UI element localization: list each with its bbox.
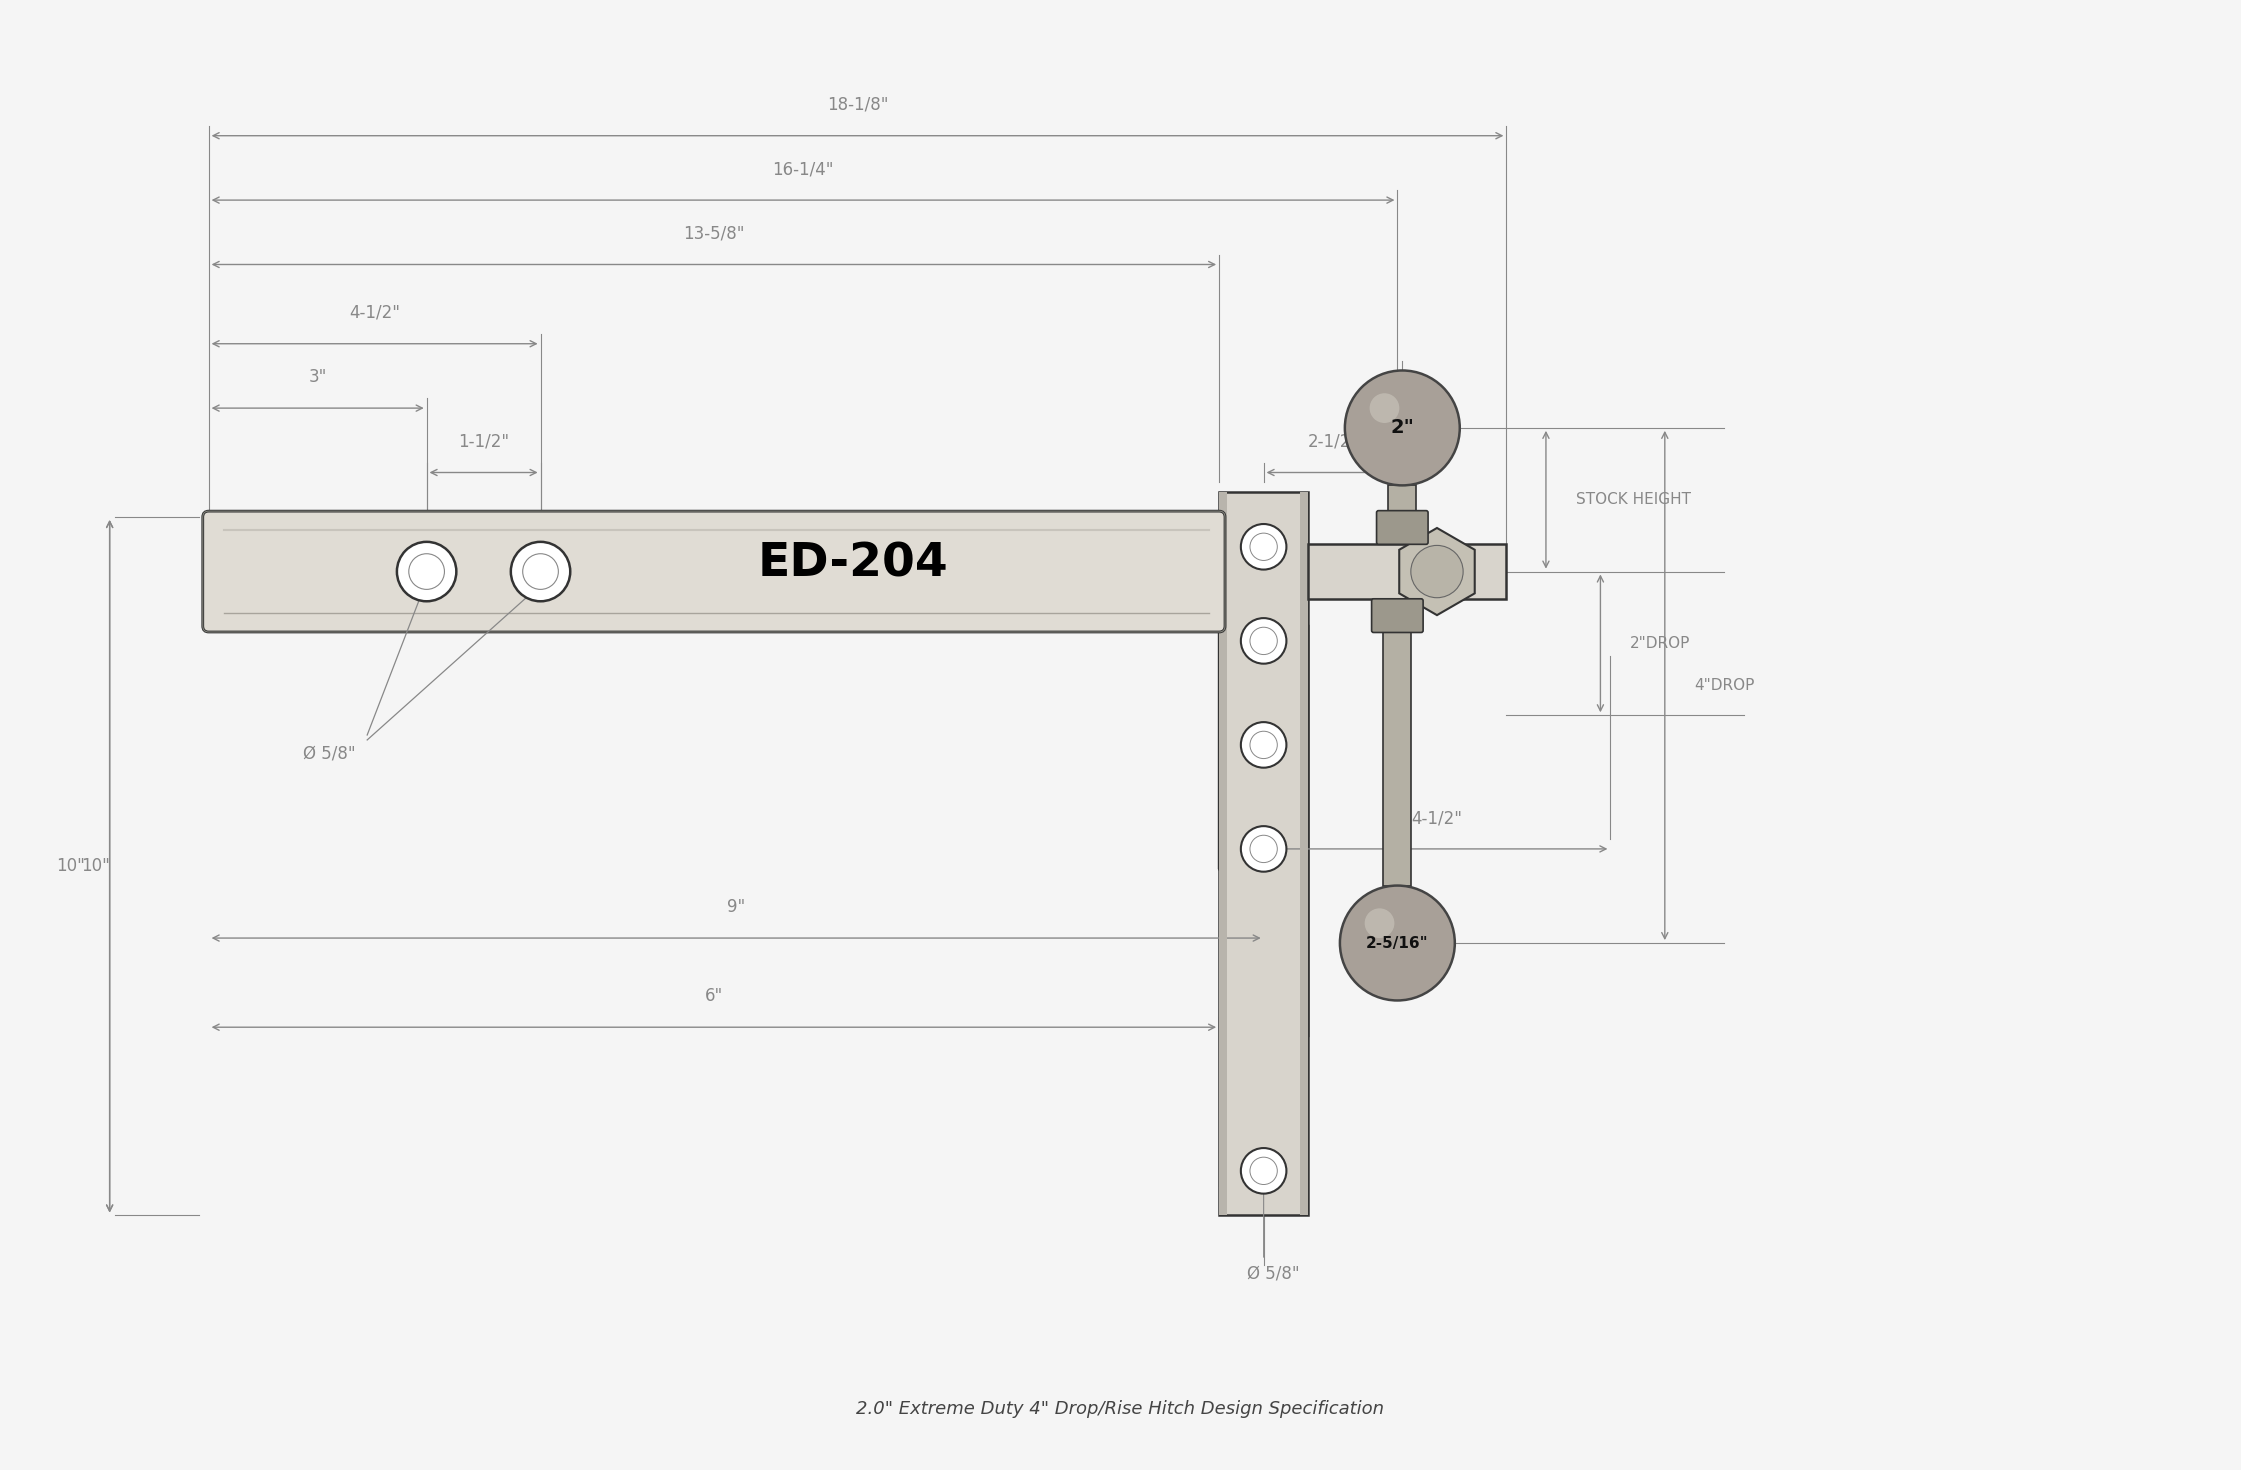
Circle shape: [408, 554, 444, 589]
Circle shape: [1250, 835, 1277, 863]
Bar: [1300, 492, 1309, 1216]
Text: 1-1/2": 1-1/2": [457, 432, 509, 451]
Text: 16-1/4": 16-1/4": [773, 160, 834, 178]
Circle shape: [1412, 545, 1463, 598]
Polygon shape: [1219, 626, 1309, 1038]
Text: 18-1/8": 18-1/8": [827, 96, 887, 113]
Circle shape: [1250, 731, 1277, 759]
Circle shape: [1242, 617, 1286, 663]
Text: 2.0" Extreme Duty 4" Drop/Rise Hitch Design Specification: 2.0" Extreme Duty 4" Drop/Rise Hitch Des…: [856, 1399, 1385, 1417]
Circle shape: [1250, 1157, 1277, 1185]
Text: 10": 10": [81, 857, 110, 875]
Text: 2"DROP: 2"DROP: [1629, 637, 1690, 651]
Circle shape: [1242, 1148, 1286, 1194]
Text: 2": 2": [1389, 419, 1414, 438]
Text: 4-1/2": 4-1/2": [1412, 809, 1463, 828]
Circle shape: [1340, 885, 1454, 1001]
Circle shape: [1242, 523, 1286, 569]
Polygon shape: [1398, 528, 1475, 614]
FancyBboxPatch shape: [202, 512, 1226, 632]
Circle shape: [1242, 826, 1286, 872]
Circle shape: [1242, 722, 1286, 767]
Text: 4"DROP: 4"DROP: [1694, 678, 1755, 692]
Text: 2-1/2": 2-1/2": [1307, 432, 1358, 451]
Bar: [1219, 492, 1228, 1216]
Text: 2-5/16": 2-5/16": [1367, 935, 1430, 951]
FancyBboxPatch shape: [1371, 598, 1423, 632]
Text: 3": 3": [309, 369, 327, 387]
Circle shape: [1369, 394, 1398, 423]
Bar: [1219, 492, 1309, 1216]
Circle shape: [1365, 908, 1394, 938]
Circle shape: [1250, 534, 1277, 560]
Text: 4-1/2": 4-1/2": [350, 304, 401, 322]
Circle shape: [397, 542, 457, 601]
Bar: [1309, 544, 1506, 598]
Text: 13-5/8": 13-5/8": [684, 225, 744, 243]
Bar: [1383, 598, 1412, 885]
Text: Ø 5/8": Ø 5/8": [303, 745, 356, 763]
Bar: [1389, 485, 1416, 544]
Circle shape: [1250, 628, 1277, 654]
Text: ED-204: ED-204: [757, 541, 948, 587]
Text: Ø 5/8": Ø 5/8": [1248, 1266, 1300, 1283]
Circle shape: [522, 554, 558, 589]
Text: 9": 9": [726, 898, 746, 916]
Text: 6": 6": [704, 988, 724, 1005]
FancyBboxPatch shape: [1376, 510, 1428, 544]
Text: STOCK HEIGHT: STOCK HEIGHT: [1575, 492, 1690, 507]
Circle shape: [511, 542, 569, 601]
Circle shape: [1345, 370, 1459, 485]
Text: 10": 10": [56, 857, 85, 875]
